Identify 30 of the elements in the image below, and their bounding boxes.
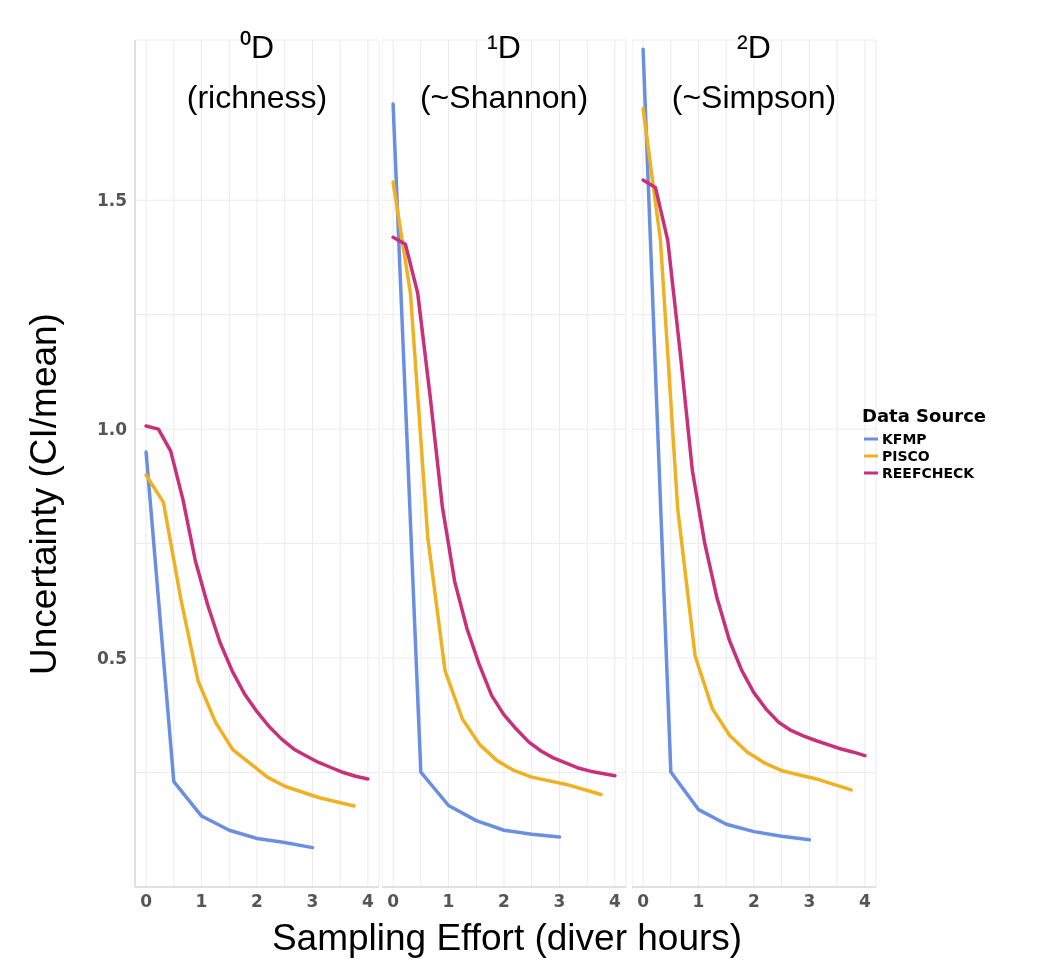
x-tick-label: 2 (498, 891, 510, 912)
x-tick-label: 0 (637, 891, 650, 912)
x-tick-label: 2 (251, 891, 263, 912)
x-tick-label: 4 (858, 891, 871, 912)
x-tick-label: 3 (306, 891, 319, 912)
legend-label: REEFCHECK (882, 464, 975, 481)
legend-label: PISCO (882, 447, 930, 464)
x-tick-label: 1 (442, 891, 455, 912)
legend-label: KFMP (882, 430, 927, 447)
y-tick-label: 0.5 (96, 648, 127, 669)
x-tick-label: 4 (608, 891, 621, 912)
x-tick-label: 2 (748, 891, 760, 912)
text: ⁰D (richness) (185, 28, 329, 117)
x-tick-label: 3 (553, 891, 566, 912)
x-tick-label: 1 (692, 891, 705, 912)
line-series (144, 473, 356, 808)
x-tick-label: 0 (387, 891, 400, 912)
x-tick-label: 1 (195, 891, 208, 912)
y-tick-label: 1.5 (96, 190, 127, 211)
y-axis-title: Uncertainty (CI/mean) (23, 312, 65, 675)
x-tick-label: 4 (361, 891, 374, 912)
text: ²D (~Simpson) (670, 28, 838, 117)
line-series (144, 450, 315, 850)
x-tick-label: 3 (803, 891, 816, 912)
y-tick-label: 1.0 (96, 419, 128, 440)
x-tick-label: 0 (140, 891, 153, 912)
x-axis-title: Sampling Effort (diver hours) (271, 917, 743, 959)
line-series (144, 424, 370, 781)
legend-title: Data Source (862, 405, 987, 426)
text: ¹D (~Shannon) (418, 28, 590, 117)
